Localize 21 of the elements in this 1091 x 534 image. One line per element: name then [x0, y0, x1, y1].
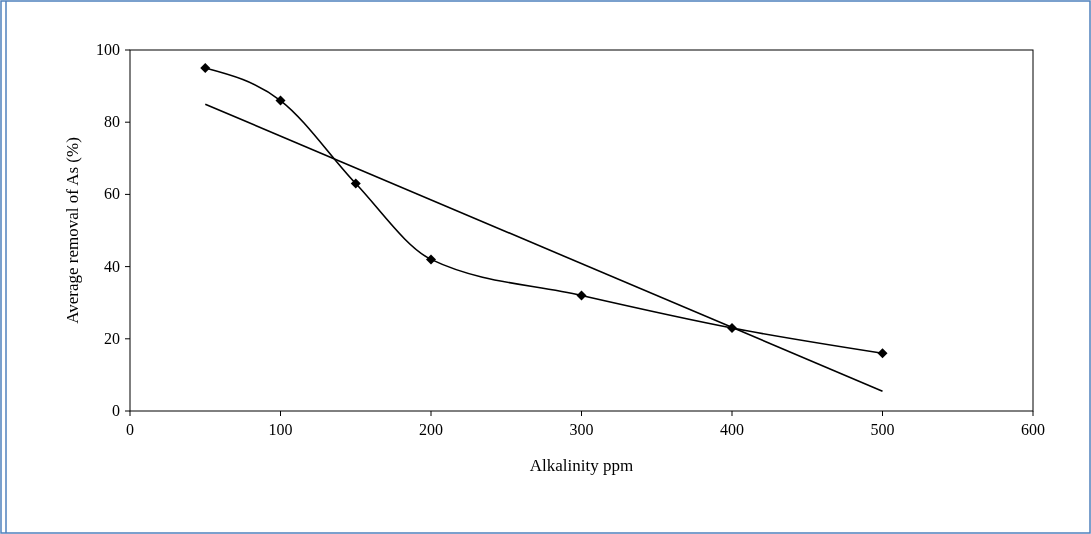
y-tick-label: 40: [104, 257, 120, 275]
x-tick-label: 0: [126, 421, 134, 438]
point: [275, 95, 286, 106]
y-tick-label: 100: [96, 41, 120, 58]
point: [877, 348, 888, 359]
point: [426, 254, 436, 265]
y-tick-label: 80: [104, 113, 120, 131]
x-tick-label: 300: [569, 421, 594, 438]
x-axis-title: Alkalinity ppm: [529, 456, 634, 475]
x-tick-label: 100: [268, 421, 293, 438]
y-tick-label: 20: [104, 329, 120, 347]
x-tick-label: 500: [870, 421, 895, 438]
y-axis-title: Average removal of As (%): [63, 137, 82, 324]
x-tick-label: 200: [419, 421, 443, 438]
y-tick-label: 0: [112, 402, 120, 419]
x-tick-label: 600: [1021, 421, 1045, 438]
point: [350, 178, 361, 189]
point: [200, 63, 211, 74]
point: [576, 290, 587, 301]
x-tick-label: 400: [720, 421, 744, 438]
y-tick-label: 60: [104, 185, 120, 203]
